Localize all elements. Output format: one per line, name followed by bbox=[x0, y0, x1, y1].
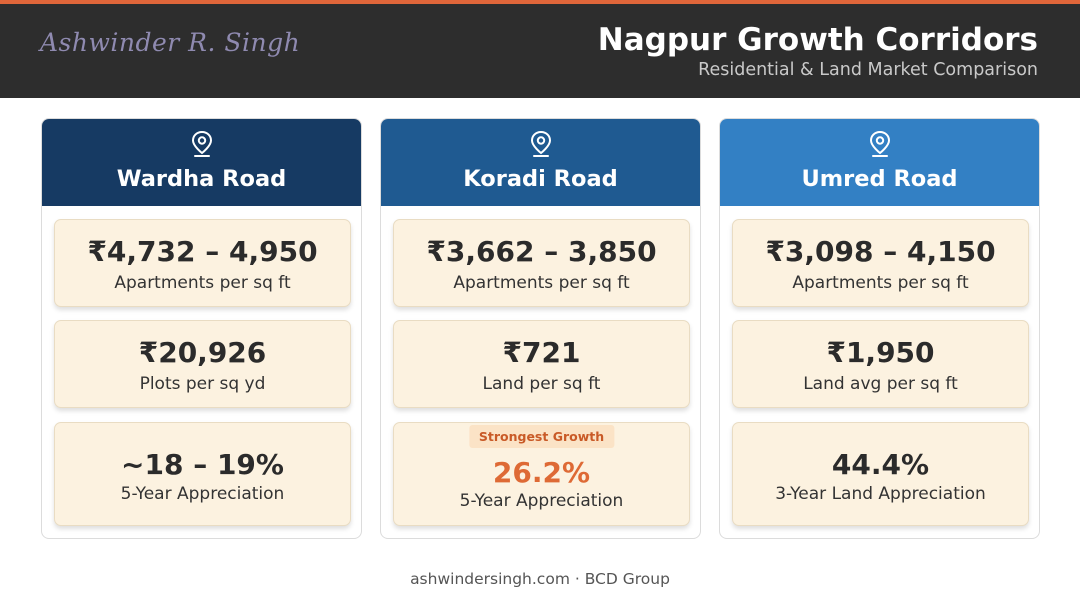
stat-box-apartments: ₹3,098 – 4,150 Apartments per sq ft bbox=[732, 219, 1029, 307]
card-header: Umred Road bbox=[720, 119, 1039, 206]
corridor-name: Koradi Road bbox=[463, 166, 618, 192]
stat-value: 44.4% bbox=[831, 448, 930, 481]
card-header: Wardha Road bbox=[42, 119, 361, 206]
stat-box-land: ₹721 Land per sq ft bbox=[393, 320, 690, 408]
signature-logo: Ashwinder R. Singh bbox=[40, 28, 301, 57]
stat-box-apartments: ₹3,662 – 3,850 Apartments per sq ft bbox=[393, 219, 690, 307]
card-header: Koradi Road bbox=[381, 119, 700, 206]
corridor-card-wardha-road: Wardha Road ₹4,732 – 4,950 Apartments pe… bbox=[41, 118, 362, 539]
footer-credit: ashwindersingh.com · BCD Group bbox=[410, 570, 670, 588]
stat-box-appreciation: Strongest Growth 26.2% 5-Year Appreciati… bbox=[393, 422, 690, 526]
page-title: Nagpur Growth Corridors bbox=[597, 22, 1038, 58]
page-subtitle: Residential & Land Market Comparison bbox=[698, 60, 1038, 80]
stat-value: ~18 – 19% bbox=[121, 448, 284, 481]
location-pin-icon bbox=[530, 130, 551, 157]
stat-box-land: ₹1,950 Land avg per sq ft bbox=[732, 320, 1029, 408]
corridor-card-koradi-road: Koradi Road ₹3,662 – 3,850 Apartments pe… bbox=[380, 118, 701, 539]
stat-label: Plots per sq yd bbox=[139, 374, 266, 394]
stat-label: Apartments per sq ft bbox=[792, 273, 969, 293]
location-pin-icon bbox=[869, 130, 890, 157]
corridor-name: Umred Road bbox=[801, 166, 958, 192]
accent-stripe bbox=[0, 0, 1080, 4]
stat-value: ₹1,950 bbox=[826, 336, 935, 369]
stat-label: 3-Year Land Appreciation bbox=[775, 484, 986, 504]
stat-box-plots: ₹20,926 Plots per sq yd bbox=[54, 320, 351, 408]
stat-box-apartments: ₹4,732 – 4,950 Apartments per sq ft bbox=[54, 219, 351, 307]
stat-value: ₹20,926 bbox=[138, 336, 267, 369]
stat-box-appreciation: 44.4% 3-Year Land Appreciation bbox=[732, 422, 1029, 526]
stat-value: ₹3,662 – 3,850 bbox=[426, 235, 657, 268]
stat-label: Land per sq ft bbox=[482, 374, 601, 394]
stat-value: ₹3,098 – 4,150 bbox=[765, 235, 996, 268]
corridor-card-umred-road: Umred Road ₹3,098 – 4,150 Apartments per… bbox=[719, 118, 1040, 539]
strongest-growth-badge: Strongest Growth bbox=[468, 425, 615, 448]
stat-label: Apartments per sq ft bbox=[114, 273, 291, 293]
stat-box-appreciation: ~18 – 19% 5-Year Appreciation bbox=[54, 422, 351, 526]
location-pin-icon bbox=[191, 130, 212, 157]
corridor-name: Wardha Road bbox=[116, 166, 287, 192]
stat-value: ₹721 bbox=[502, 336, 581, 369]
stat-label: Land avg per sq ft bbox=[803, 374, 958, 394]
stat-label: 5-Year Appreciation bbox=[120, 484, 285, 504]
stat-label: 5-Year Appreciation bbox=[459, 491, 624, 511]
stat-value: 26.2% bbox=[492, 456, 591, 489]
stat-value: ₹4,732 – 4,950 bbox=[87, 235, 318, 268]
stat-label: Apartments per sq ft bbox=[453, 273, 630, 293]
header-bar: Ashwinder R. Singh Nagpur Growth Corrido… bbox=[0, 4, 1080, 98]
